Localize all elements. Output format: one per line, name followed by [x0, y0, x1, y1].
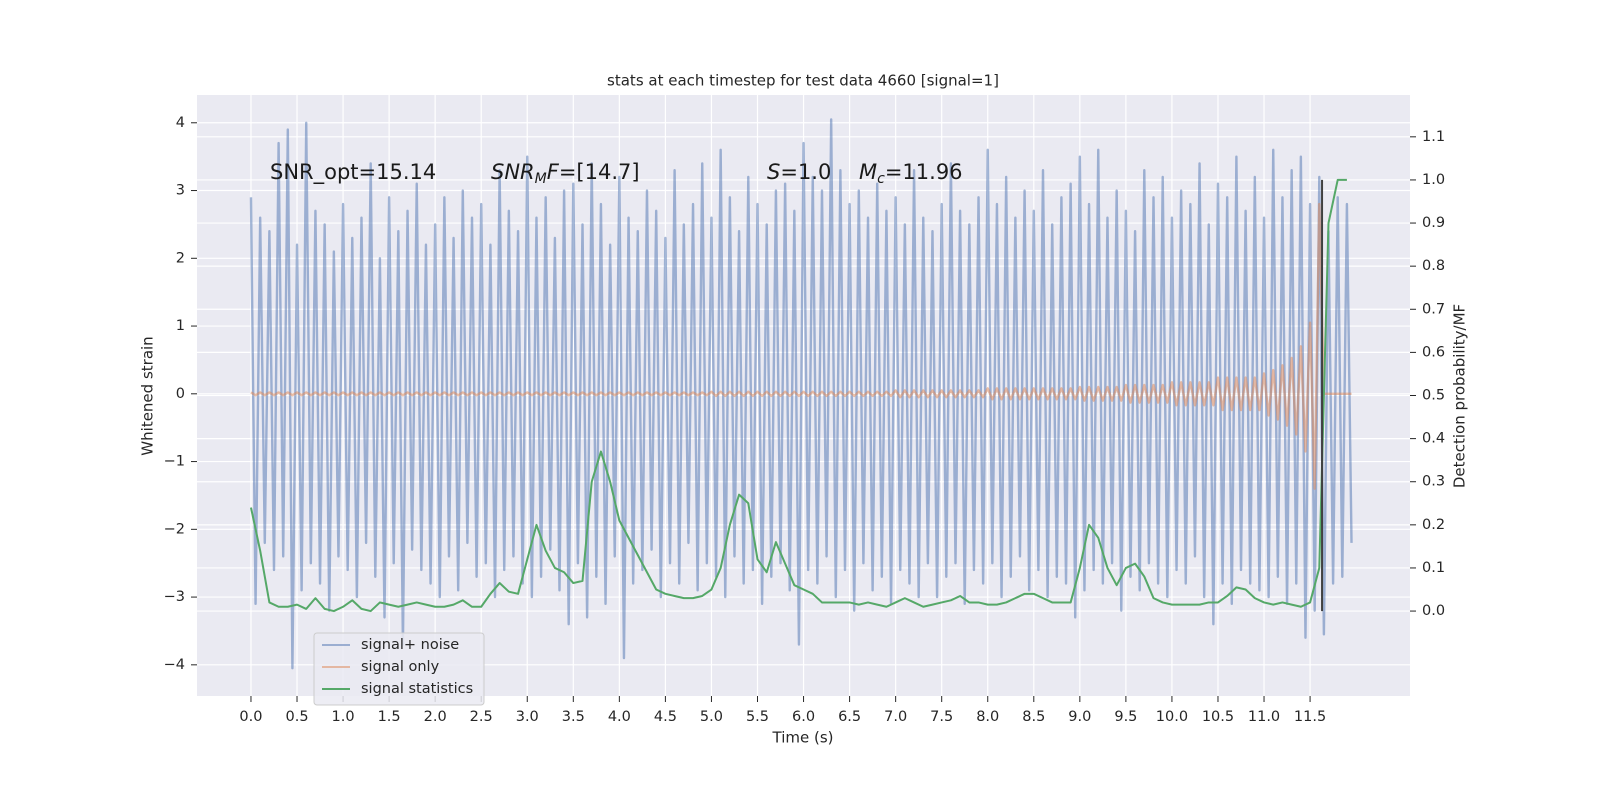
- y-tick-label: −2: [164, 521, 185, 537]
- y-tick-label: −3: [164, 589, 185, 605]
- y2-tick-label: 0.5: [1422, 388, 1445, 404]
- x-tick-label: 11.0: [1248, 709, 1280, 725]
- y-tick-label: 4: [176, 115, 185, 131]
- y-tick-label: 2: [176, 250, 185, 266]
- annotation: S=1.0: [767, 160, 831, 184]
- y2-tick-label: 0.2: [1422, 517, 1445, 533]
- legend: signal+ noise signal only signal statistic…: [313, 632, 485, 706]
- y2-tick-label: 0.4: [1422, 431, 1445, 447]
- annotation-part: =[14.7]: [559, 160, 640, 184]
- x-tick-label: 3.0: [516, 709, 539, 725]
- annotation-part: S: [767, 160, 780, 184]
- legend-box: [313, 632, 485, 706]
- y-axis-label: Whitened strain: [139, 336, 157, 455]
- x-tick-label: 1.5: [378, 709, 401, 725]
- annotation-part: F: [547, 160, 560, 184]
- x-tick-label: 10.5: [1202, 709, 1234, 725]
- series-line: [250, 202, 1352, 490]
- x-tick-label: 8.5: [1022, 709, 1045, 725]
- annotation-part: =11.96: [885, 160, 963, 184]
- legend-label: signal statistics: [361, 681, 473, 697]
- x-tick-label: 7.0: [884, 709, 907, 725]
- x-tick-label: 2.5: [470, 709, 493, 725]
- y-tick-label: −4: [164, 657, 185, 673]
- y2-tick-label: 1.0: [1422, 172, 1445, 188]
- x-tick-label: 2.0: [424, 709, 447, 725]
- x-tick-label: 10.0: [1156, 709, 1188, 725]
- x-tick-label: 1.0: [332, 709, 355, 725]
- y2-tick-label: 0.0: [1422, 603, 1445, 619]
- y2-tick-label: 1.1: [1422, 129, 1445, 145]
- x-tick-label: 7.5: [930, 709, 953, 725]
- x-axis-label: Time (s): [772, 729, 834, 747]
- x-tick-label: 6.0: [792, 709, 815, 725]
- annotation: Mc=11.96: [859, 160, 963, 187]
- annotation-part: c: [877, 171, 885, 187]
- x-tick-label: 9.5: [1114, 709, 1137, 725]
- x-tick-label: 0.0: [239, 709, 262, 725]
- y2-tick-label: 0.7: [1422, 301, 1445, 317]
- x-tick-label: 11.5: [1294, 709, 1326, 725]
- legend-label: signal only: [361, 659, 440, 675]
- marks: [249, 118, 1353, 670]
- x-tick-label: 9.0: [1068, 709, 1091, 725]
- y2-tick-label: 0.1: [1422, 560, 1445, 576]
- y-tick-label: 0: [176, 386, 185, 402]
- y2-tick-label: 0.8: [1422, 258, 1445, 274]
- x-tick-label: 4.0: [608, 709, 631, 725]
- annotation-part: SNR_opt=15.14: [270, 160, 436, 185]
- y-tick-label: 1: [176, 318, 185, 334]
- x-tick-label: 0.5: [285, 709, 308, 725]
- legend-label: signal+ noise: [361, 637, 459, 653]
- x-tick-label: 6.5: [838, 709, 861, 725]
- x-tick-label: 5.0: [700, 709, 723, 725]
- y2-tick-label: 0.6: [1422, 344, 1445, 360]
- axes: 0.0 0.5 1.0 1.5 2.0 2.5 3.0 3.5 4.0 4.5 5.0 5.5 6.0 6…: [164, 115, 1445, 725]
- annotation: SNR_opt=15.14: [270, 160, 436, 185]
- series-line: [249, 178, 1347, 613]
- annotation-part: =1.0: [780, 160, 831, 184]
- x-tick-label: 3.5: [562, 709, 585, 725]
- annotation-part: SNR: [491, 160, 535, 184]
- x-tick-label: 4.5: [654, 709, 677, 725]
- y2-tick-label: 0.9: [1422, 215, 1445, 231]
- y2-axis-label: Detection probability/MF: [1451, 304, 1469, 488]
- x-tick-label: 8.0: [976, 709, 999, 725]
- annotation-part: M: [859, 160, 877, 184]
- x-tick-label: 5.5: [746, 709, 769, 725]
- annotation-part: M: [535, 171, 547, 187]
- annotation: SNRMF=[14.7]: [491, 160, 640, 187]
- y-tick-label: −1: [164, 454, 185, 470]
- y-tick-label: 3: [176, 183, 185, 199]
- y2-tick-label: 0.3: [1422, 474, 1445, 490]
- chart-title: stats at each timestep for test data 466…: [607, 72, 999, 90]
